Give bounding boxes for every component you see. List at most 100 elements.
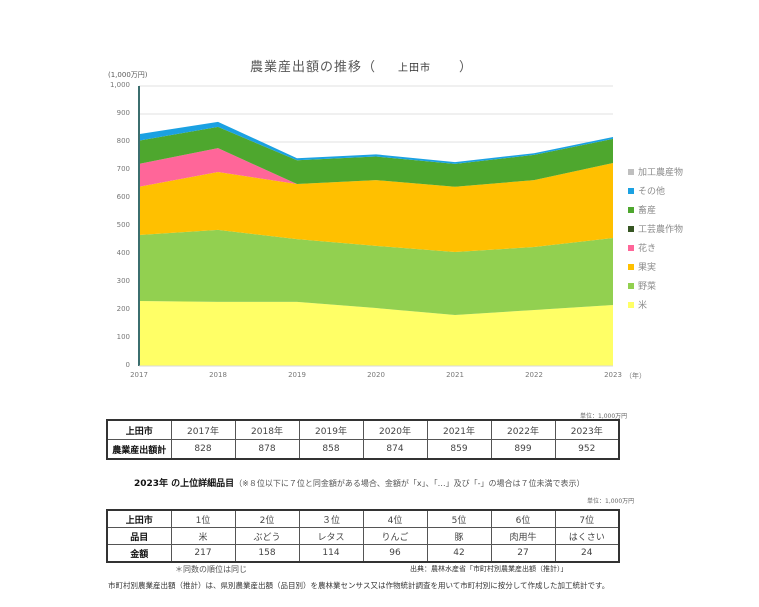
x-tick-label: 2021 bbox=[446, 371, 464, 379]
year-cell: 2017年 bbox=[170, 419, 236, 440]
table-row: 金額 217 158 114 96 42 27 24 bbox=[106, 544, 620, 563]
y-axis-unit: (1,000万円) bbox=[108, 71, 148, 79]
item-cell: レタス bbox=[298, 527, 364, 545]
row-label: 農業産出額計 bbox=[106, 439, 172, 460]
y-tick-label: 200 bbox=[116, 305, 130, 313]
footnote: ＊同数の順位は同じ bbox=[175, 565, 247, 574]
legend-item: 畜産 bbox=[628, 200, 683, 219]
y-tick-label: 700 bbox=[116, 165, 130, 173]
row-label: 金額 bbox=[106, 544, 172, 563]
legend-swatch-icon bbox=[628, 187, 634, 194]
table2-unit: 単位：1,000万円 bbox=[587, 498, 635, 505]
y-tick-label: 0 bbox=[125, 361, 130, 369]
table-header-row: 上田市 1位 2位 ３位 4位 5位 6位 7位 bbox=[106, 509, 620, 528]
top-items-table: 上田市 1位 2位 ３位 4位 5位 6位 7位 品目 米 ぶどう レタス りん… bbox=[106, 509, 620, 563]
legend-label: 畜産 bbox=[638, 206, 657, 216]
x-tick-label: 2023 bbox=[604, 371, 622, 379]
chart-title-city: 上田市 bbox=[398, 63, 432, 74]
item-cell: 豚 bbox=[426, 527, 492, 545]
year-cell: 2023年 bbox=[554, 419, 620, 440]
year-cell: 2019年 bbox=[298, 419, 364, 440]
legend-label: 野菜 bbox=[638, 282, 657, 292]
amount-cell: 114 bbox=[298, 544, 364, 563]
rank-cell: ３位 bbox=[298, 509, 364, 528]
year-cell: 2021年 bbox=[426, 419, 492, 440]
x-axis-unit: （年） bbox=[625, 372, 646, 380]
amount-cell: 158 bbox=[234, 544, 300, 563]
y-tick-label: 300 bbox=[116, 277, 130, 285]
area-series bbox=[139, 148, 613, 187]
year-cell: 2018年 bbox=[234, 419, 300, 440]
x-tick-label: 2019 bbox=[288, 371, 306, 379]
legend-swatch-icon bbox=[628, 301, 634, 308]
section-title-note: （※８位以下に７位と同金額がある場合、金額が「x」、「…」及び「-」の場合は７位… bbox=[234, 479, 585, 488]
amount-cell: 217 bbox=[170, 544, 236, 563]
area-series bbox=[139, 121, 613, 164]
legend-label: 加工農産物 bbox=[638, 168, 684, 178]
item-cell: ぶどう bbox=[234, 527, 300, 545]
y-tick-label: 100 bbox=[116, 333, 130, 341]
value-cell: 899 bbox=[490, 439, 556, 460]
chart-title-suffix: ） bbox=[459, 60, 474, 75]
chart-legend: 加工農産物 その他 畜産 工芸農作物 花き 果実 野菜米 bbox=[628, 162, 683, 314]
y-tick-label: 600 bbox=[116, 193, 130, 201]
description-text: 市町村別農業産出額（推計）は、県別農業産出額（品目別）を農林業センサス又は作物統… bbox=[108, 581, 610, 590]
amount-cell: 96 bbox=[362, 544, 428, 563]
legend-item: その他 bbox=[628, 181, 683, 200]
x-tick-label: 2018 bbox=[209, 371, 227, 379]
section-title-main: 2023年 の上位詳細品目 bbox=[134, 479, 235, 489]
y-tick-label: 500 bbox=[116, 221, 130, 229]
row-label: 品目 bbox=[106, 527, 172, 545]
annual-output-table: 上田市 2017年 2018年 2019年 2020年 2021年 2022年 … bbox=[106, 419, 620, 460]
table-row: 農業産出額計 828 878 858 874 859 899 952 bbox=[106, 439, 620, 460]
chart-title-prefix: 農業産出額の推移（ bbox=[250, 60, 377, 75]
legend-label: 花き bbox=[638, 244, 657, 254]
rank-cell: 2位 bbox=[234, 509, 300, 528]
legend-label: その他 bbox=[638, 187, 666, 197]
item-cell: 米 bbox=[170, 527, 236, 545]
rank-cell: 1位 bbox=[170, 509, 236, 528]
table-corner: 上田市 bbox=[106, 419, 172, 440]
year-cell: 2020年 bbox=[362, 419, 428, 440]
legend-item: 野菜 bbox=[628, 276, 683, 295]
value-cell: 878 bbox=[234, 439, 300, 460]
area-series bbox=[139, 301, 613, 366]
value-cell: 858 bbox=[298, 439, 364, 460]
area-series bbox=[139, 163, 613, 253]
section-title: 2023年 の上位詳細品目（※８位以下に７位と同金額がある場合、金額が「x」、「… bbox=[134, 476, 585, 489]
legend-swatch-icon bbox=[628, 244, 634, 251]
table-row: 品目 米 ぶどう レタス りんご 豚 肉用牛 はくさい bbox=[106, 527, 620, 545]
legend-item: 加工農産物 bbox=[628, 162, 683, 181]
rank-cell: 4位 bbox=[362, 509, 428, 528]
legend-item: 花き bbox=[628, 238, 683, 257]
x-tick-label: 2022 bbox=[525, 371, 543, 379]
y-tick-label: 1,000 bbox=[109, 81, 130, 89]
legend-swatch-icon bbox=[628, 206, 634, 213]
legend-item: 米 bbox=[628, 295, 683, 314]
legend-swatch-icon bbox=[628, 168, 634, 175]
value-cell: 952 bbox=[554, 439, 620, 460]
table1-unit: 単位：1,000万円 bbox=[580, 413, 628, 420]
rank-cell: 7位 bbox=[554, 509, 620, 528]
value-cell: 874 bbox=[362, 439, 428, 460]
legend-label: 工芸農作物 bbox=[638, 225, 684, 235]
legend-swatch-icon bbox=[628, 225, 634, 232]
legend-swatch-icon bbox=[628, 263, 634, 270]
legend-item: 工芸農作物 bbox=[628, 219, 683, 238]
x-tick-label: 2020 bbox=[367, 371, 385, 379]
amount-cell: 24 bbox=[554, 544, 620, 563]
amount-cell: 27 bbox=[490, 544, 556, 563]
table-corner: 上田市 bbox=[106, 509, 172, 528]
y-tick-label: 900 bbox=[116, 109, 130, 117]
y-tick-label: 800 bbox=[116, 137, 130, 145]
item-cell: はくさい bbox=[554, 527, 620, 545]
rank-cell: 6位 bbox=[490, 509, 556, 528]
table-header-row: 上田市 2017年 2018年 2019年 2020年 2021年 2022年 … bbox=[106, 419, 620, 440]
chart-title: 農業産出額の推移（ 上田市 ） bbox=[250, 56, 473, 75]
x-tick-label: 2017 bbox=[130, 371, 148, 379]
area-series bbox=[139, 126, 613, 187]
amount-cell: 42 bbox=[426, 544, 492, 563]
rank-cell: 5位 bbox=[426, 509, 492, 528]
item-cell: 肉用牛 bbox=[490, 527, 556, 545]
